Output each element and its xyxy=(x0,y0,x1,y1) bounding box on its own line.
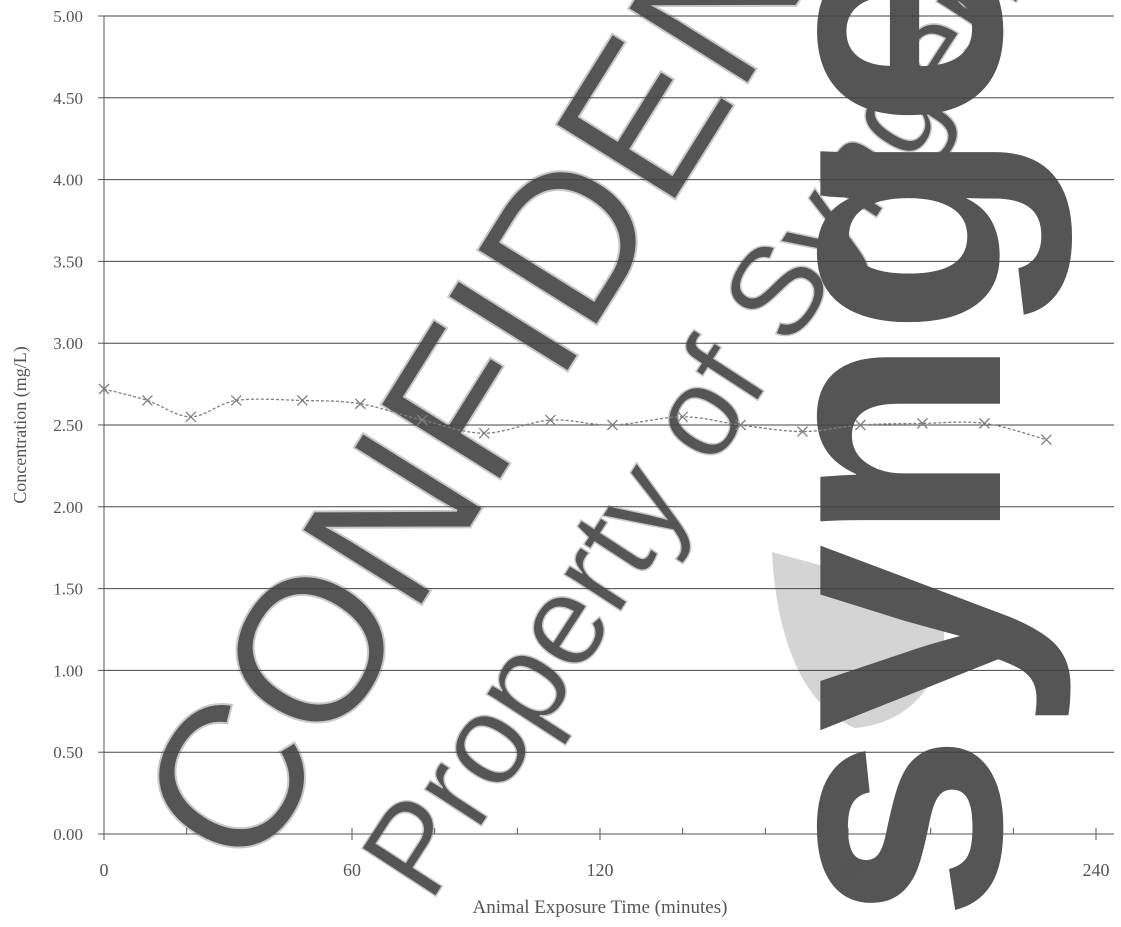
data-point-marker xyxy=(978,417,990,429)
marker-stroke xyxy=(230,395,242,406)
data-point-marker xyxy=(141,395,153,406)
data-point-marker xyxy=(185,411,197,423)
marker-stroke xyxy=(416,414,428,426)
watermark: CONFIDENTIAL Property of Syngenta syngen… xyxy=(92,0,1109,922)
y-tick-label: 0.50 xyxy=(53,743,83,762)
marker-stroke xyxy=(797,426,808,438)
marker-stroke xyxy=(606,419,618,431)
y-tick-label: 1.00 xyxy=(53,661,83,680)
y-tick-label: 4.50 xyxy=(53,89,83,108)
y-tick-label: 3.00 xyxy=(53,334,83,353)
marker-stroke xyxy=(854,419,866,431)
data-point-marker xyxy=(1040,434,1052,446)
data-point-marker xyxy=(854,419,866,431)
data-point-marker xyxy=(606,419,618,431)
x-tick-label: 0 xyxy=(100,860,109,880)
marker-stroke xyxy=(478,427,490,439)
y-tick-label: 3.50 xyxy=(53,252,83,271)
y-tick-label: 2.50 xyxy=(53,416,83,435)
data-point-marker xyxy=(230,395,242,406)
marker-stroke xyxy=(1040,434,1052,446)
series-line xyxy=(103,388,1047,441)
watermark-brand: syngenta xyxy=(693,0,1074,922)
marker-stroke xyxy=(98,383,110,395)
data-point-marker xyxy=(296,395,308,406)
y-axis-ticks: 0.00 0.50 1.00 1.50 2.00 2.50 3.00 3.50 4.00 4.50… xyxy=(53,7,104,844)
y-axis-title: Concentration (mg/L) xyxy=(10,346,31,503)
data-point-marker xyxy=(677,411,689,423)
grid-lines xyxy=(104,15,1114,753)
marker-stroke xyxy=(185,411,197,423)
data-point-marker xyxy=(544,414,556,426)
y-tick-label: 2.00 xyxy=(53,498,83,517)
data-point-marker xyxy=(416,414,428,426)
y-tick-label: 1.50 xyxy=(53,580,83,599)
marker-stroke xyxy=(544,414,556,426)
watermark-leaf-shape xyxy=(772,552,945,728)
x-tick-label: 60 xyxy=(343,860,361,880)
data-point-marker xyxy=(797,426,808,438)
y-tick-label: 5.00 xyxy=(53,7,83,26)
marker-stroke xyxy=(735,419,746,431)
data-point-marker xyxy=(916,417,928,429)
marker-stroke xyxy=(141,395,153,406)
data-point-marker xyxy=(354,398,366,410)
marker-stroke xyxy=(677,411,689,423)
data-point-marker xyxy=(478,427,490,439)
data-point-marker xyxy=(735,419,746,431)
marker-stroke xyxy=(916,417,928,429)
y-tick-label: 0.00 xyxy=(53,825,83,844)
marker-stroke xyxy=(354,398,366,410)
data-point-marker xyxy=(98,383,110,395)
series-group xyxy=(98,383,1052,446)
x-tick-label: 120 xyxy=(587,860,614,880)
x-tick-label: 240 xyxy=(1083,860,1110,880)
marker-stroke xyxy=(296,395,308,406)
marker-stroke xyxy=(978,417,990,429)
y-tick-label: 4.00 xyxy=(53,171,83,190)
x-axis-ticks: 0 60 120 180 240 xyxy=(100,828,1110,880)
x-axis-title: Animal Exposure Time (minutes) xyxy=(473,897,728,918)
x-tick-label: 180 xyxy=(835,860,862,880)
